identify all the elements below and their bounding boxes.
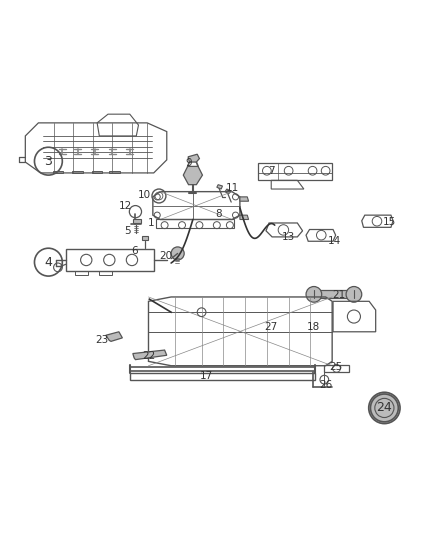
Polygon shape xyxy=(106,332,122,341)
Text: 26: 26 xyxy=(319,380,332,390)
Text: 23: 23 xyxy=(95,335,108,345)
Text: 9: 9 xyxy=(185,158,192,168)
Text: 8: 8 xyxy=(215,209,223,219)
Text: 18: 18 xyxy=(307,322,321,333)
Text: 21: 21 xyxy=(332,290,345,300)
Text: 25: 25 xyxy=(329,362,342,373)
Polygon shape xyxy=(240,197,249,201)
Text: 12: 12 xyxy=(119,201,132,212)
Text: 4: 4 xyxy=(44,256,52,269)
Text: 1: 1 xyxy=(148,218,155,228)
Polygon shape xyxy=(133,220,141,223)
Text: 7: 7 xyxy=(268,166,275,176)
Polygon shape xyxy=(314,290,354,298)
Circle shape xyxy=(171,247,184,260)
Text: 5: 5 xyxy=(124,226,131,236)
Text: 17: 17 xyxy=(199,371,212,381)
Polygon shape xyxy=(217,184,223,189)
Text: 13: 13 xyxy=(282,232,295,242)
Text: 6: 6 xyxy=(131,246,138,256)
Circle shape xyxy=(306,287,322,302)
Polygon shape xyxy=(240,215,249,220)
Polygon shape xyxy=(133,350,167,360)
Text: 24: 24 xyxy=(377,401,392,415)
Circle shape xyxy=(346,287,362,302)
Text: 3: 3 xyxy=(44,155,52,168)
Polygon shape xyxy=(225,189,231,194)
Polygon shape xyxy=(142,236,148,239)
Text: 10: 10 xyxy=(138,190,151,200)
Text: 11: 11 xyxy=(226,183,239,193)
Text: 14: 14 xyxy=(328,236,341,246)
Text: 15: 15 xyxy=(383,217,396,227)
Text: 20: 20 xyxy=(159,251,173,261)
Polygon shape xyxy=(184,166,202,184)
Text: 27: 27 xyxy=(265,322,278,333)
Polygon shape xyxy=(188,154,199,162)
Circle shape xyxy=(369,392,400,424)
Text: 22: 22 xyxy=(143,351,156,361)
